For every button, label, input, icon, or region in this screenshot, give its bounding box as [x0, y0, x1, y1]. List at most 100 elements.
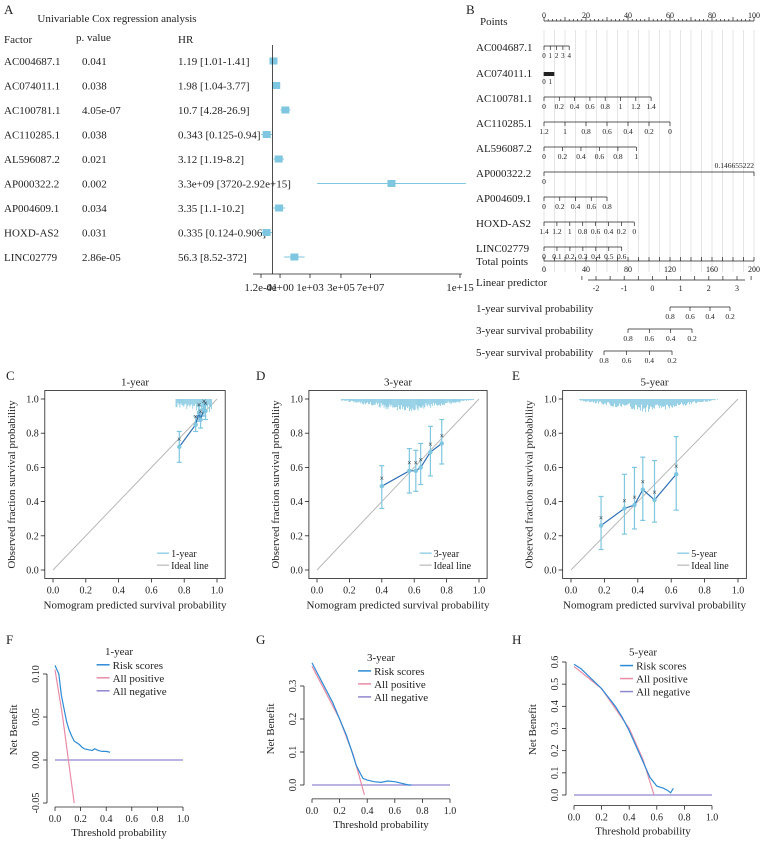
nomogram-variable-label: AC074011.1 — [476, 68, 532, 80]
forest-hr-marker — [290, 253, 299, 261]
nomogram-points-tick-label: 20 — [582, 11, 590, 20]
nomogram-variable-tick-label: 0.1 — [552, 252, 562, 261]
calibration-point — [177, 444, 182, 450]
nomogram-variable-tick-label: 0.6 — [591, 227, 601, 236]
panel-label-c: C — [6, 368, 15, 383]
calibration-title: 3-year — [384, 376, 412, 388]
calibration-point — [674, 472, 679, 477]
nomogram-variable-axis — [544, 72, 555, 76]
nomogram-survival-tick-label: 0.6 — [685, 312, 695, 321]
calibration-x-tick-label: 0.6 — [408, 586, 421, 597]
calibration-corrected-marker: × — [193, 413, 198, 422]
nomogram-variable-tick-label: 0.2 — [558, 152, 568, 161]
nomogram-survival-tick-label: 0.6 — [622, 356, 632, 365]
dca-x-tick-label: 0.6 — [651, 813, 664, 824]
nomogram-lp-tick-label: 0 — [650, 284, 654, 293]
nomogram-variable-tick-label: 0.6 — [617, 252, 627, 261]
calibration-legend-label: 3-year — [434, 549, 460, 560]
forest-p-value: 4.05e-07 — [82, 105, 121, 117]
nomogram-variable-tick-label: 0.4 — [570, 102, 580, 111]
calibration-y-tick-label: 0.8 — [544, 429, 557, 440]
nomogram-variable-tick-label: 3 — [561, 52, 565, 60]
calibration-corrected-marker: × — [652, 488, 657, 497]
calibration-5-year-panel: 5-year 0.0 0.0 0.2 0.2 0.4 0.4 0.6 0.6 0.8 0.8 1.0 1… — [524, 376, 747, 612]
calibration-ideal-line — [52, 398, 218, 571]
forest-x-tick-label: 7e+07 — [357, 282, 385, 294]
nomogram-variable-tick-label: 1.2 — [631, 102, 641, 111]
calibration-legend-label: 1-year — [171, 549, 197, 560]
calibration-x-tick-label: 0.4 — [632, 586, 645, 597]
nomogram-variable-tick-label: 0.8 — [601, 102, 611, 111]
nomogram-variable-tick-label: 1 — [619, 102, 623, 111]
nomogram-variable-tick-label: 0.8 — [581, 127, 591, 136]
calibration-corrected-marker: × — [622, 496, 627, 505]
forest-p-value: 0.038 — [82, 130, 107, 142]
nomogram-lp-tick-label: 3 — [735, 284, 739, 293]
dca-x-tick-label: 0.2 — [333, 806, 346, 817]
forest-hr-text: 3.12 [1.19-8.2] — [178, 154, 244, 166]
calibration-corrected-marker: × — [203, 399, 208, 408]
calibration-point — [198, 417, 203, 422]
dca-x-tick-label: 1.0 — [177, 814, 190, 825]
nomogram-variable-tick-label: 0 — [632, 227, 636, 236]
nomogram-lp-tick-label: -1 — [621, 284, 628, 293]
nomogram-variable-tick-label: 0 — [542, 202, 546, 211]
calibration-point — [652, 497, 657, 503]
nomogram-points-label: Points — [480, 16, 508, 28]
forest-header-hr: HR — [178, 34, 194, 46]
calibration-point — [640, 487, 646, 492]
calibration-x-tick-label: 0.0 — [565, 586, 578, 597]
calibration-point — [193, 422, 198, 427]
dca-legend-label: All negative — [374, 692, 428, 704]
nomogram-variable-tick-label: 0 — [542, 102, 546, 111]
panel-label-d: D — [256, 368, 265, 383]
nomogram-variable-tick-label: 0 — [542, 52, 546, 60]
forest-x-tick-label: 1e+03 — [296, 282, 324, 294]
nomogram-survival-tick-label: 0.8 — [623, 334, 633, 343]
nomogram-variable-tick-label: 1 — [549, 52, 553, 60]
forest-hr-text: 0.343 [0.125-0.94] — [178, 130, 261, 142]
calibration-corrected-marker: × — [641, 478, 646, 487]
forest-x-tick-label: 1.2e-01 — [244, 282, 277, 294]
dca-y-label: Net Benefit — [527, 704, 539, 755]
nomogram-variable-tick-label: 0.8 — [613, 152, 623, 161]
nomogram-variable-tick-label: 0 — [542, 78, 546, 86]
nomogram-points-tick-label: 0 — [542, 11, 546, 20]
nomogram-lp-tick-label: 2 — [707, 284, 711, 293]
nomogram-survival-label: 3-year survival probability — [476, 325, 594, 337]
dca-x-tick-label: 1.0 — [706, 813, 719, 824]
nomogram-variable-tick-label: 0 — [668, 127, 672, 136]
nomogram-variable-tick-label: 1 — [568, 227, 572, 236]
nomogram-variable-label: LINC02779 — [476, 243, 530, 255]
calibration-point — [439, 441, 444, 446]
calibration-x-tick-label: 0.8 — [698, 586, 711, 597]
nomogram-variable-tick-label: 1 — [635, 152, 639, 161]
forest-hr-marker — [269, 57, 278, 65]
dca-y-tick-label: 0.4 — [550, 700, 561, 713]
calibration-y-tick-label: 1.0 — [290, 395, 303, 406]
nomogram-variable-tick-label: 0.4 — [576, 152, 586, 161]
dca-x-tick-label: 0.6 — [389, 806, 402, 817]
calibration-x-label: Nomogram predicted survival probability — [44, 600, 227, 612]
nomogram-variable-tick-label: 1 — [549, 78, 553, 86]
forest-hr-marker — [281, 106, 290, 114]
calibration-point — [632, 502, 637, 508]
nomogram-variable-tick-label: 0.4 — [623, 127, 633, 136]
calibration-point — [418, 465, 423, 470]
nomogram-survival-tick-label: 0.2 — [687, 334, 697, 343]
dca-legend-label: All negative — [636, 687, 690, 699]
dca-5-year-panel: 5-year 0.0 0.2 0.4 0.6 0.8 1.0 Threshold probab… — [527, 647, 718, 838]
forest-factor-label: AP000322.2 — [4, 179, 59, 191]
dca-legend-label: All positive — [636, 674, 688, 686]
dca-y-tick-label: 0.2 — [288, 713, 299, 726]
calibration-y-tick-label: 1.0 — [26, 395, 39, 406]
nomogram-variable-label: AC110285.1 — [476, 118, 532, 130]
forest-hr-marker — [262, 229, 271, 236]
calibration-y-tick-label: 0.6 — [544, 463, 557, 474]
panel-label-f: F — [6, 632, 13, 647]
nomogram-variable-tick-label: 0.2 — [644, 127, 654, 136]
dca-title: 3-year — [367, 652, 395, 664]
calibration-corrected-marker: × — [414, 459, 419, 468]
forest-title: Univariable Cox regression analysis — [37, 13, 196, 25]
calibration-x-tick-label: 0.4 — [376, 586, 389, 597]
